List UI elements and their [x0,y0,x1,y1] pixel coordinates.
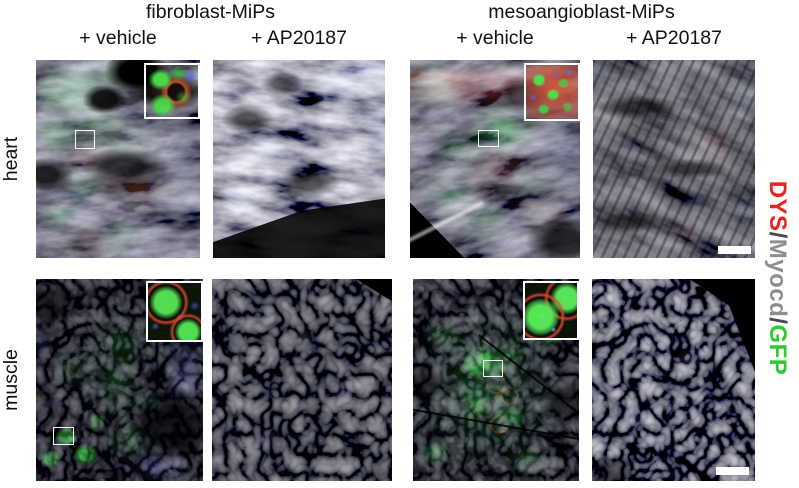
condition-label-ap20187-fibroblast: + AP20187 [251,27,347,49]
condition-label-ap20187-mesoangioblast: + AP20187 [626,27,722,49]
micrograph-heart-fibroblast-vehicle [36,60,200,258]
micrograph-muscle-fibroblast-ap20187 [212,279,392,481]
dark-regions-overlay [593,60,755,258]
micrograph-heart-fibroblast-ap20187 [213,60,385,258]
magnified-inset [524,63,580,121]
column-group-label-mesoangioblast-mips: mesoangioblast-MiPs [488,1,675,23]
dark-regions-overlay [212,279,392,481]
legend-gfp: GFP [764,324,791,376]
tissue-texture [212,279,392,481]
legend-myocd: Myocd [764,238,791,318]
column-group-label-fibroblast-mips: fibroblast-MiPs [146,1,275,23]
micrograph-muscle-fibroblast-vehicle [36,279,203,481]
condition-label-vehicle-fibroblast: + vehicle [79,27,157,49]
magnified-inset [523,281,579,340]
row-label-heart: heart [0,136,22,182]
inset-region-marker [483,360,503,377]
micrograph-heart-mesoangioblast-vehicle [410,60,580,258]
scale-bar [716,467,749,475]
micrograph-heart-mesoangioblast-ap20187 [593,60,755,258]
dark-regions-overlay [592,279,755,481]
scale-bar [718,246,751,254]
inset-region-marker [53,427,74,445]
condition-label-vehicle-mesoangioblast: + vehicle [456,27,534,49]
micrograph-muscle-mesoangioblast-vehicle [413,279,579,481]
legend-slash: / [764,231,791,239]
inset-region-marker [478,130,499,147]
magnified-inset [146,281,203,342]
micrograph-muscle-mesoangioblast-ap20187 [592,279,755,481]
inset-region-marker [75,130,95,149]
channel-legend: DYS/Myocd/GFP [763,153,791,403]
magnified-inset [144,63,200,119]
row-label-muscle: muscle [0,349,22,411]
legend-dys: DYS [764,180,791,232]
fluorescence-overlay [212,279,392,481]
